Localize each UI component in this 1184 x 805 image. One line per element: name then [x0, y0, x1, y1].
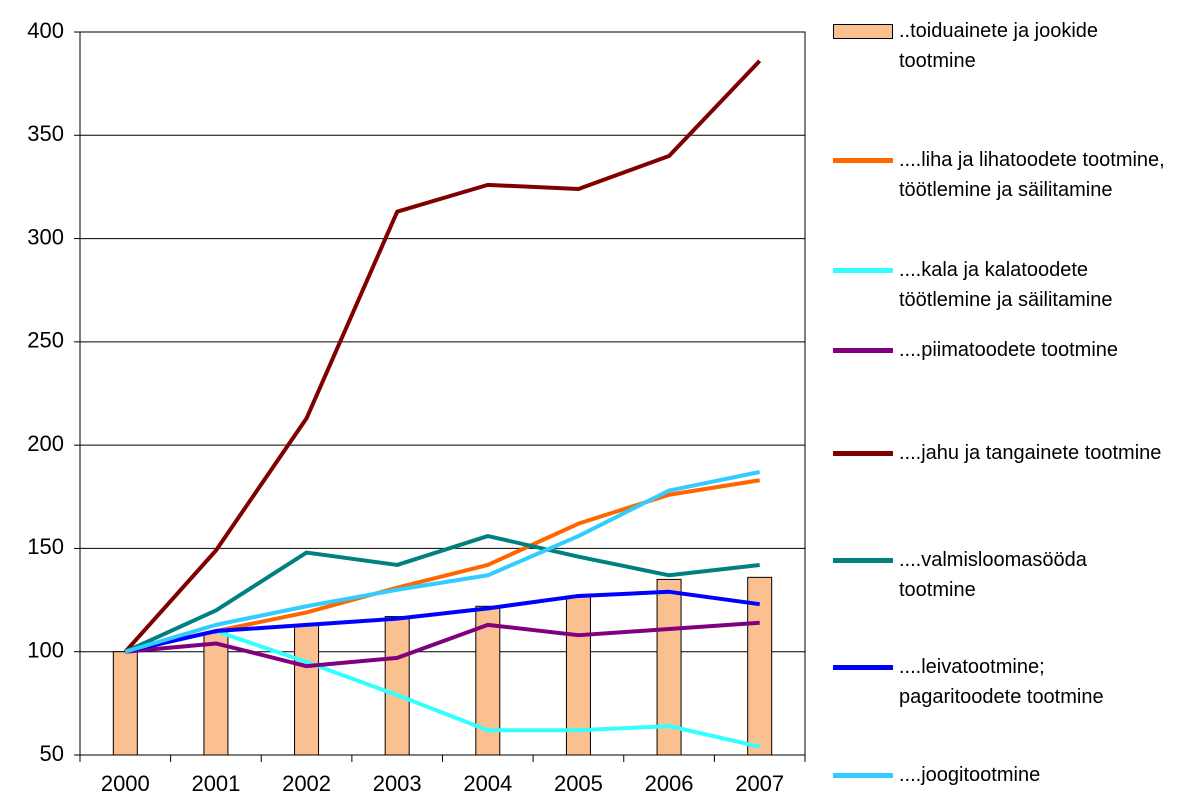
x-tick-label: 2004: [463, 771, 512, 796]
x-tick-label: 2000: [101, 771, 150, 796]
legend-label: ....jahu ja tangainete tootmine: [899, 442, 1162, 464]
legend-label: ....piimatoodete tootmine: [899, 339, 1119, 361]
y-tick-label: 250: [27, 328, 64, 353]
legend-swatch: [833, 335, 893, 365]
line-series: [124, 470, 761, 654]
x-tick-label: 2005: [554, 771, 603, 796]
legend-item: ....piimatoodete tootmine: [833, 335, 1183, 365]
y-tick-label: 200: [27, 431, 64, 456]
legend-item: ..toiduainete ja jookide tootmine: [833, 16, 1183, 76]
line-series: [123, 59, 762, 654]
legend-label: ..toiduainete ja jookide tootmine: [899, 20, 1099, 72]
x-tick-label: 2003: [373, 771, 422, 796]
y-tick-label: 300: [27, 224, 64, 249]
legend-label: ....kala ja kalatoodete töötlemine ja sä…: [899, 259, 1113, 311]
legend-item: ....liha ja lihatoodete tootmine, töötle…: [833, 145, 1183, 205]
legend-label: ....leivatootmine; pagaritoodete tootmin…: [899, 656, 1104, 708]
line-series: [124, 629, 761, 749]
legend-label: ....valmisloomasööda tootmine: [899, 549, 1087, 601]
y-tick-label: 50: [40, 741, 64, 766]
y-tick-label: 350: [27, 121, 64, 146]
legend-item: ....kala ja kalatoodete töötlemine ja sä…: [833, 255, 1183, 315]
line-series: [124, 534, 760, 654]
line-series: [124, 589, 760, 654]
legend-item: ....joogitootmine: [833, 760, 1183, 790]
legend-swatch: [833, 545, 893, 575]
bar: [203, 632, 229, 756]
bar: [112, 651, 138, 756]
legend-item: ....valmisloomasööda tootmine: [833, 545, 1183, 605]
legend-swatch: [833, 145, 893, 175]
legend-swatch: [833, 255, 893, 285]
bar: [747, 576, 773, 756]
legend-swatch: [833, 16, 893, 46]
y-tick-label: 100: [27, 638, 64, 663]
legend-swatch: [833, 652, 893, 682]
bar: [294, 624, 320, 756]
legend-item: ....jahu ja tangainete tootmine: [833, 438, 1183, 468]
y-tick-label: 400: [27, 18, 64, 43]
legend-swatch: [833, 760, 893, 790]
bar: [384, 616, 410, 756]
x-tick-label: 2002: [282, 771, 331, 796]
x-tick-label: 2001: [191, 771, 240, 796]
legend-item: ....leivatootmine; pagaritoodete tootmin…: [833, 652, 1183, 712]
line-series: [125, 620, 760, 669]
x-tick-label: 2006: [645, 771, 694, 796]
legend-swatch: [833, 438, 893, 468]
y-tick-label: 150: [27, 534, 64, 559]
legend-label: ....joogitootmine: [899, 764, 1041, 786]
x-tick-label: 2007: [735, 771, 784, 796]
legend-label: ....liha ja lihatoodete tootmine, töötle…: [899, 149, 1165, 201]
